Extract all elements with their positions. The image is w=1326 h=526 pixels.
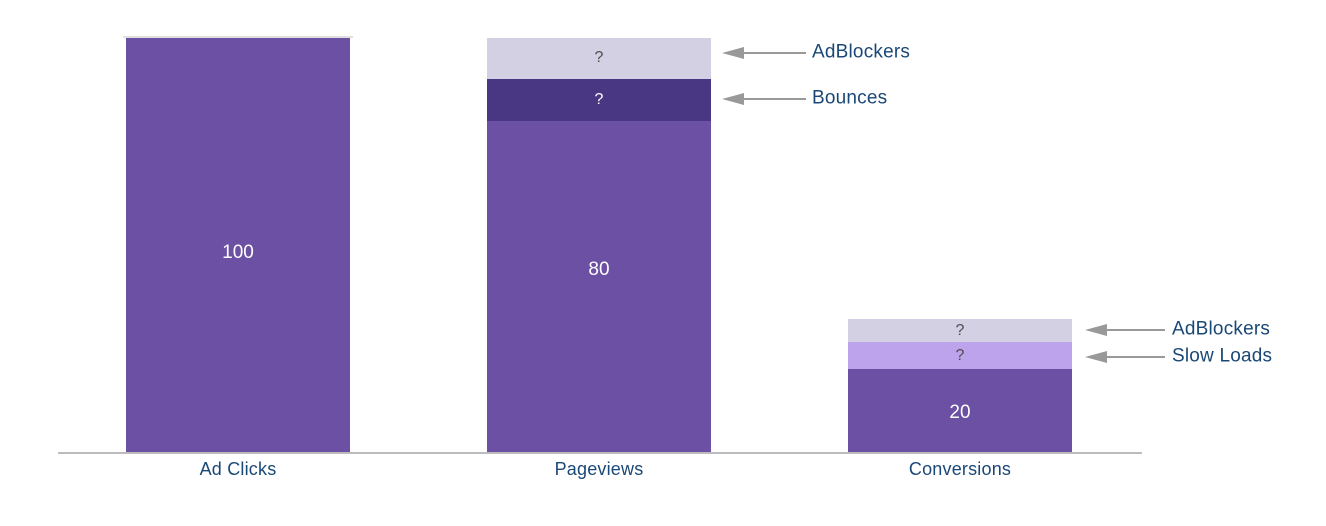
- annotation-label-slow-loads: Slow Loads: [1172, 345, 1273, 367]
- annotation-label-adblockers: AdBlockers: [1172, 318, 1271, 340]
- bar-value-label: 20: [949, 401, 971, 423]
- left-arrow-icon: [1085, 324, 1107, 336]
- bar-top-edge-line: [123, 36, 353, 38]
- bar-segment-pageviews-pageviews-total: 80: [487, 120, 711, 452]
- bar-segment-ad-clicks-ad-clicks-total: 100: [126, 38, 350, 452]
- left-arrow-icon: [722, 47, 744, 59]
- arrow-tail-line: [742, 98, 806, 100]
- bar-segment-conversions-slow-loads-loss: ?: [848, 342, 1072, 370]
- category-label-pageviews: Pageviews: [554, 459, 644, 479]
- bar-value-label: 100: [222, 242, 254, 263]
- bar-segment-pageviews-bounces-loss: ?: [487, 78, 711, 121]
- annotation-label-adblockers: AdBlockers: [812, 41, 911, 63]
- bar-segment-conversions-adblockers-loss: ?: [848, 319, 1072, 343]
- x-axis-baseline: [58, 452, 1142, 454]
- bar-value-label: 80: [588, 259, 610, 281]
- left-arrow-icon: [1085, 351, 1107, 363]
- segment-question-label: ?: [955, 346, 965, 364]
- segment-question-label: ?: [594, 90, 604, 108]
- bar-segment-pageviews-adblockers-loss: ?: [487, 38, 711, 79]
- left-arrow-icon: [722, 93, 744, 105]
- segment-question-label: ?: [955, 321, 965, 339]
- arrow-tail-line: [1105, 329, 1165, 331]
- segment-question-label: ?: [594, 49, 604, 67]
- category-label-ad-clicks: Ad Clicks: [199, 459, 277, 479]
- category-label-conversions: Conversions: [908, 459, 1012, 479]
- arrow-tail-line: [1105, 356, 1165, 358]
- bar-segment-conversions-conversions-total: 20: [848, 369, 1072, 452]
- arrow-tail-line: [742, 52, 806, 54]
- annotation-label-bounces: Bounces: [812, 87, 888, 109]
